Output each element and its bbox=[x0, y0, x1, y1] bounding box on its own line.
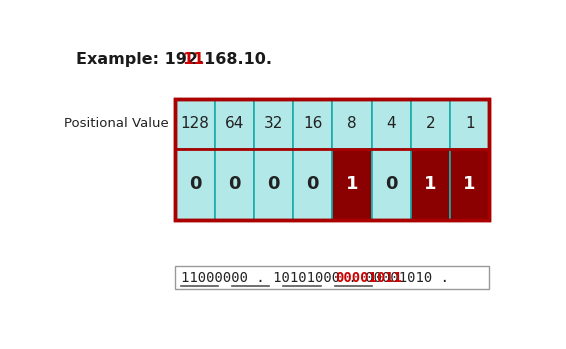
Text: 0: 0 bbox=[267, 175, 280, 193]
Text: 0: 0 bbox=[188, 175, 201, 193]
Bar bbox=[175, 99, 489, 220]
Text: 1: 1 bbox=[424, 175, 436, 193]
Bar bbox=[254, 99, 293, 149]
Text: 00001011: 00001011 bbox=[335, 270, 402, 284]
Bar bbox=[371, 149, 411, 220]
Bar bbox=[332, 149, 371, 220]
Bar bbox=[371, 99, 411, 149]
Text: 4: 4 bbox=[387, 116, 396, 131]
Text: 1: 1 bbox=[464, 175, 476, 193]
Text: 32: 32 bbox=[264, 116, 283, 131]
Text: 11: 11 bbox=[182, 52, 204, 67]
Bar bbox=[411, 99, 450, 149]
Bar bbox=[293, 149, 332, 220]
Bar bbox=[411, 149, 450, 220]
Bar bbox=[175, 149, 215, 220]
Bar bbox=[215, 149, 254, 220]
Bar bbox=[293, 99, 332, 149]
Text: 11000000 . 10101000 . 00001010 .: 11000000 . 10101000 . 00001010 . bbox=[181, 270, 457, 284]
Text: 64: 64 bbox=[225, 116, 244, 131]
Bar bbox=[254, 149, 293, 220]
Bar bbox=[175, 99, 489, 220]
Bar bbox=[450, 149, 489, 220]
Text: 2: 2 bbox=[426, 116, 435, 131]
Text: Positional Value: Positional Value bbox=[65, 117, 169, 131]
Text: 0: 0 bbox=[385, 175, 397, 193]
Text: 128: 128 bbox=[181, 116, 209, 131]
Bar bbox=[215, 99, 254, 149]
Text: 0: 0 bbox=[228, 175, 241, 193]
Text: 0: 0 bbox=[306, 175, 319, 193]
Text: Example: 192.168.10.: Example: 192.168.10. bbox=[76, 52, 272, 67]
Bar bbox=[175, 266, 489, 289]
Text: 16: 16 bbox=[303, 116, 323, 131]
Text: 1: 1 bbox=[346, 175, 358, 193]
Text: 8: 8 bbox=[347, 116, 357, 131]
Bar bbox=[175, 99, 215, 149]
Bar bbox=[332, 99, 371, 149]
Text: 1: 1 bbox=[465, 116, 474, 131]
Bar bbox=[450, 99, 489, 149]
